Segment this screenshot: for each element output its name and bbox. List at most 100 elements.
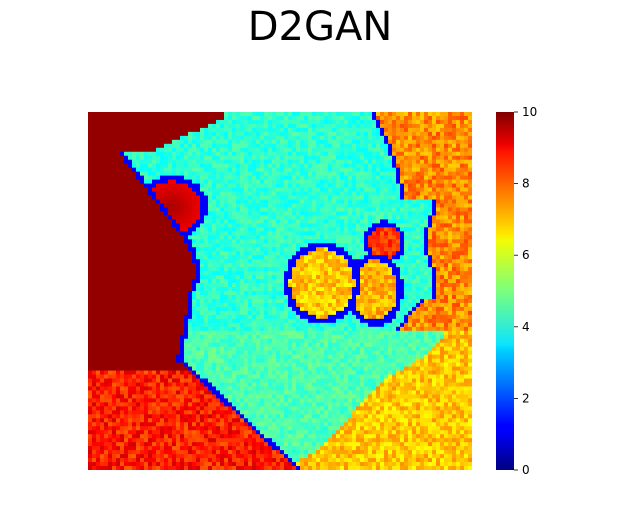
heatmap-cell — [140, 135, 145, 141]
heatmap-cell — [452, 207, 457, 212]
heatmap-cell — [104, 143, 109, 149]
heatmap-cell — [180, 211, 185, 216]
heatmap-cell — [92, 115, 97, 121]
heatmap-cell — [264, 203, 269, 208]
heatmap-cell — [92, 131, 97, 137]
heatmap-cell — [328, 183, 333, 188]
heatmap-cell — [380, 235, 385, 240]
heatmap-cell — [320, 263, 325, 268]
heatmap-cell — [168, 127, 173, 133]
heatmap-cell — [452, 235, 457, 240]
heatmap-cell — [448, 143, 453, 149]
heatmap-cell — [300, 131, 305, 137]
heatmap-cell — [164, 243, 169, 248]
heatmap-cell — [248, 115, 253, 121]
heatmap-cell — [212, 243, 217, 248]
heatmap-cell — [152, 131, 157, 137]
heatmap-cell — [164, 171, 169, 177]
heatmap-cell — [324, 187, 329, 192]
heatmap-cell — [112, 167, 117, 173]
heatmap-cell — [352, 163, 357, 169]
heatmap-cell — [168, 251, 173, 256]
heatmap-cell — [336, 155, 341, 161]
heatmap-cell — [344, 306, 349, 312]
heatmap-cell — [408, 179, 413, 184]
heatmap-cell — [108, 143, 113, 149]
heatmap-cell — [176, 287, 181, 292]
heatmap-cell — [340, 287, 345, 292]
heatmap-cell — [104, 191, 109, 196]
heatmap-cell — [228, 159, 233, 165]
heatmap-cell — [204, 231, 209, 236]
heatmap-cell — [256, 243, 261, 248]
heatmap-cell — [284, 167, 289, 173]
heatmap-cell — [236, 235, 241, 240]
heatmap-cell — [160, 195, 165, 200]
heatmap-cell — [252, 119, 257, 125]
heatmap-cell — [392, 215, 397, 220]
heatmap-cell — [448, 183, 453, 188]
heatmap-cell — [152, 298, 157, 304]
heatmap-cell — [100, 310, 105, 316]
heatmap-cell — [424, 294, 429, 300]
heatmap-cell — [212, 215, 217, 220]
heatmap-cell — [332, 223, 337, 228]
heatmap-cell — [244, 231, 249, 236]
heatmap-cell — [256, 123, 261, 129]
heatmap-cell — [344, 302, 349, 308]
heatmap-cell — [128, 259, 133, 264]
heatmap-cell — [236, 195, 241, 200]
heatmap-cell — [140, 298, 145, 304]
heatmap-cell — [364, 271, 369, 276]
heatmap-cell — [444, 131, 449, 137]
heatmap-cell — [412, 314, 417, 320]
heatmap-cell — [340, 159, 345, 165]
heatmap-cell — [228, 135, 233, 141]
heatmap-cell — [360, 243, 365, 248]
heatmap-cell — [112, 219, 117, 224]
heatmap-cell — [136, 139, 141, 145]
heatmap-cell — [436, 115, 441, 121]
heatmap-cell — [204, 159, 209, 165]
heatmap-cell — [448, 298, 453, 304]
heatmap-cell — [268, 139, 273, 145]
heatmap-cell — [396, 123, 401, 129]
heatmap-cell — [172, 259, 177, 264]
heatmap-cell — [180, 171, 185, 177]
heatmap-cell — [228, 155, 233, 161]
heatmap-cell — [448, 263, 453, 268]
heatmap-cell — [440, 279, 445, 284]
heatmap-cell — [300, 179, 305, 184]
heatmap-cell — [220, 227, 225, 232]
heatmap-cell — [156, 239, 161, 244]
heatmap-cell — [260, 159, 265, 165]
heatmap-cell — [428, 203, 433, 208]
heatmap-cell — [428, 298, 433, 304]
heatmap-cell — [452, 310, 457, 316]
heatmap-cell — [112, 243, 117, 248]
heatmap-cell — [88, 203, 93, 208]
heatmap-cell — [168, 263, 173, 268]
heatmap-cell — [104, 235, 109, 240]
heatmap-cell — [152, 291, 157, 296]
heatmap-cell — [360, 251, 365, 256]
heatmap-cell — [396, 314, 401, 320]
heatmap-cell — [136, 243, 141, 248]
heatmap-cell — [272, 119, 277, 125]
heatmap-cell — [440, 151, 445, 157]
heatmap-cell — [168, 235, 173, 240]
heatmap-cell — [432, 159, 437, 165]
heatmap-cell — [224, 283, 229, 288]
heatmap-cell — [168, 275, 173, 280]
heatmap-cell — [252, 247, 257, 252]
heatmap-cell — [200, 143, 205, 149]
heatmap-cell — [132, 294, 137, 300]
heatmap-cell — [88, 255, 93, 260]
heatmap-cell — [428, 294, 433, 300]
heatmap-cell — [148, 155, 153, 161]
heatmap-cell — [280, 219, 285, 224]
heatmap-cell — [108, 127, 113, 133]
heatmap-cell — [96, 119, 101, 125]
heatmap-cell — [376, 147, 381, 153]
heatmap-cell — [112, 239, 117, 244]
